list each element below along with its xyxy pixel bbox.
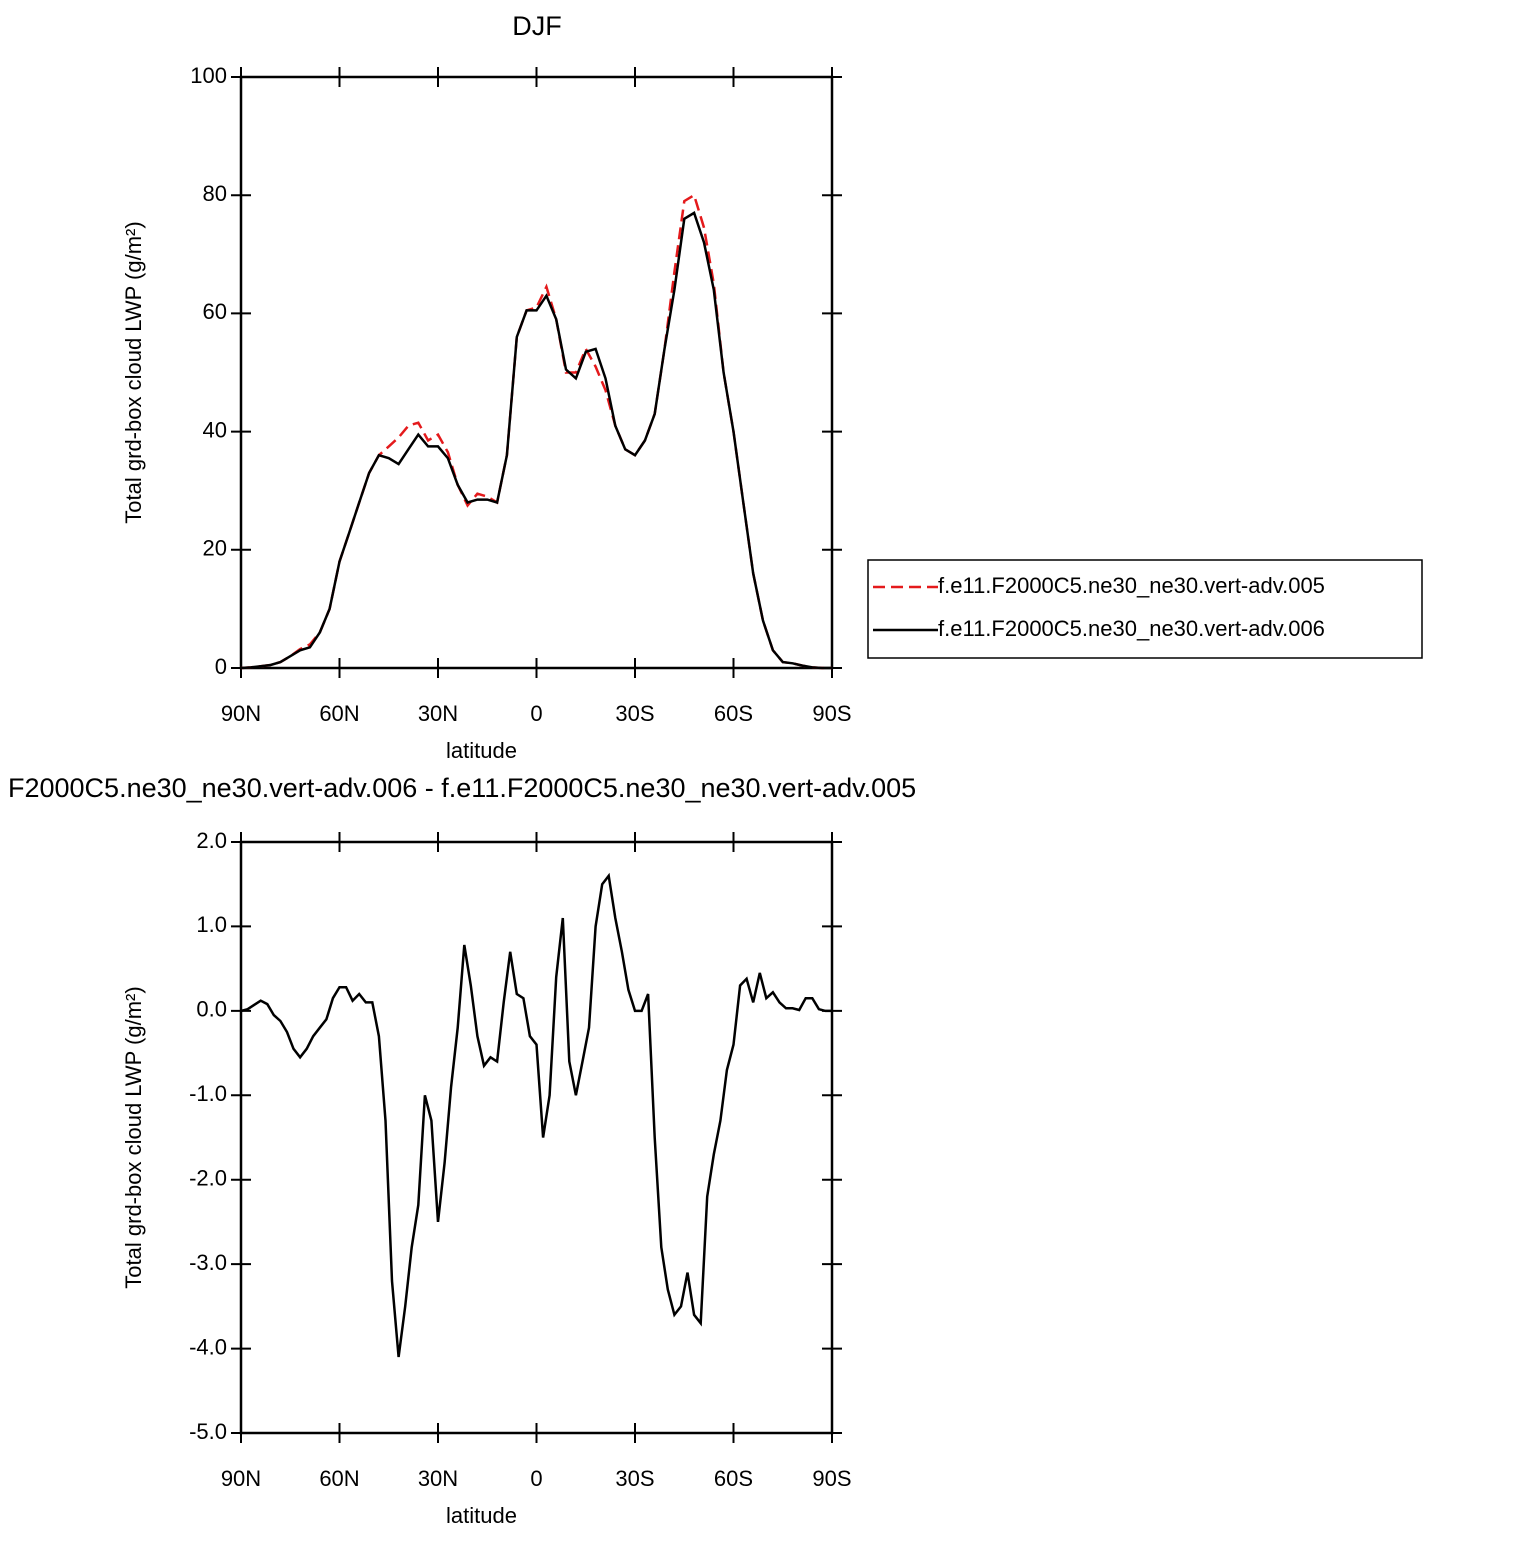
y-tick-label: 0 <box>215 654 227 679</box>
series-line <box>240 872 832 1358</box>
x-tick-label: 60N <box>319 1466 359 1491</box>
y-tick-label: 100 <box>190 63 227 88</box>
plot-frame <box>239 75 834 670</box>
y-tick-label: -4.0 <box>189 1334 227 1359</box>
x-tick-label: 60N <box>319 701 359 726</box>
x-tick-label: 30S <box>615 701 654 726</box>
y-axis-label: Total grd-box cloud LWP (g/m²) <box>121 986 146 1288</box>
legend-label: f.e11.F2000C5.ne30_ne30.vert-adv.005 <box>938 573 1325 598</box>
y-tick-label: -2.0 <box>189 1166 227 1191</box>
chart-title: DJF <box>512 11 562 41</box>
y-tick-label: -5.0 <box>189 1419 227 1444</box>
x-tick-label: 90N <box>221 701 261 726</box>
y-tick-label: 1.0 <box>196 912 227 937</box>
x-tick-label: 60S <box>714 701 753 726</box>
legend-label: f.e11.F2000C5.ne30_ne30.vert-adv.006 <box>938 616 1325 641</box>
x-tick-label: 90S <box>812 701 851 726</box>
series-line <box>240 193 832 670</box>
x-tick-label: 60S <box>714 1466 753 1491</box>
y-tick-label: 0.0 <box>196 997 227 1022</box>
x-tick-label: 30N <box>418 1466 458 1491</box>
y-tick-label: 2.0 <box>196 828 227 853</box>
x-tick-label: 90S <box>812 1466 851 1491</box>
y-tick-label: -3.0 <box>189 1250 227 1275</box>
y-tick-label: 80 <box>203 181 227 206</box>
x-axis-label: latitude <box>446 738 517 763</box>
series-line <box>240 211 832 670</box>
y-tick-label: 20 <box>203 536 227 561</box>
y-tick-label: -1.0 <box>189 1081 227 1106</box>
y-tick-label: 40 <box>203 417 227 442</box>
plot-frame <box>239 840 834 1435</box>
x-tick-label: 0 <box>530 1466 542 1491</box>
x-tick-label: 30S <box>615 1466 654 1491</box>
legend-box <box>867 559 1423 659</box>
x-tick-label: 0 <box>530 701 542 726</box>
x-tick-label: 30N <box>418 701 458 726</box>
y-tick-label: 60 <box>203 299 227 324</box>
x-axis-label: latitude <box>446 1503 517 1528</box>
y-axis-label: Total grd-box cloud LWP (g/m²) <box>121 221 146 523</box>
x-tick-label: 90N <box>221 1466 261 1491</box>
chart-title: F2000C5.ne30_ne30.vert-adv.006 - f.e11.F… <box>8 773 916 803</box>
